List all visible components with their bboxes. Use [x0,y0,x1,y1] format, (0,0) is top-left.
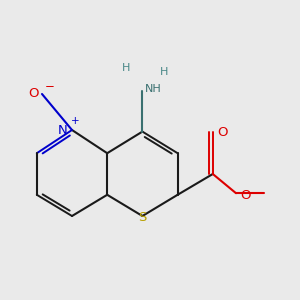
Text: H: H [122,63,130,73]
Text: N: N [57,124,67,136]
Text: NH: NH [144,84,161,94]
Text: O: O [240,189,250,202]
Text: H: H [160,67,168,77]
Text: −: − [45,80,55,93]
Text: O: O [28,88,39,100]
Text: S: S [138,212,147,224]
Text: O: O [217,126,227,139]
Text: +: + [71,116,80,126]
